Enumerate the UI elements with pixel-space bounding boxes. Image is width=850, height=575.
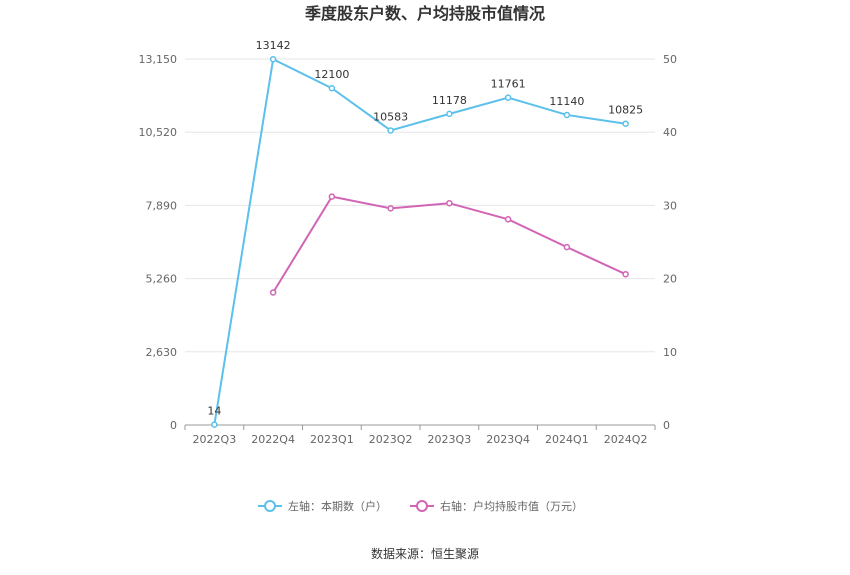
left-tick-label: 13,150 [139, 53, 178, 66]
right-tick-label: 50 [663, 53, 677, 66]
data-label: 10825 [608, 104, 643, 117]
data-point [269, 289, 277, 296]
data-point [622, 270, 629, 278]
right-tick-label: 10 [663, 346, 677, 359]
left-tick-label: 0 [170, 419, 177, 432]
legend-label: 左轴：本期数（户） [288, 499, 387, 513]
data-point [563, 243, 571, 251]
data-label: 11178 [432, 94, 467, 107]
data-point [387, 127, 394, 134]
data-label: 10583 [373, 110, 408, 123]
data-point [269, 55, 277, 63]
data-point [446, 199, 453, 207]
source-note: 数据来源：恒生聚源 [371, 546, 479, 561]
chart-title: 季度股东户数、户均持股市值情况 [304, 4, 545, 23]
data-point [328, 84, 336, 92]
right-tick-label: 40 [663, 126, 677, 139]
legend-label: 右轴：户均持股市值（万元） [440, 499, 583, 513]
x-tick-label: 2024Q1 [545, 433, 589, 446]
data-label: 12100 [314, 68, 349, 81]
left-tick-label: 5,260 [146, 273, 178, 286]
series-layer [211, 55, 629, 428]
data-point [563, 111, 571, 119]
x-tick-label: 2022Q3 [193, 433, 237, 446]
legend-marker [264, 500, 276, 512]
x-tick-label: 2022Q4 [251, 433, 295, 446]
data-point [504, 94, 512, 101]
left-tick-label: 2,630 [146, 346, 178, 359]
left-tick-label: 10,520 [139, 126, 178, 139]
right-tick-label: 30 [663, 199, 677, 212]
x-tick-label: 2023Q3 [428, 433, 472, 446]
data-point [446, 110, 453, 118]
data-label: 11761 [491, 78, 526, 91]
data-labels: 14 13142 12100 10583 11178 11761 11140 10825 [207, 39, 643, 417]
data-point [387, 205, 394, 212]
data-label: 13142 [256, 39, 291, 52]
data-point [211, 421, 218, 428]
x-tick-label: 2023Q2 [369, 433, 413, 446]
right-tick-label: 20 [663, 273, 677, 286]
x-tick-label: 2023Q4 [486, 433, 530, 446]
right-tick-label: 0 [663, 419, 670, 432]
data-label: 11140 [549, 95, 584, 108]
left-tick-label: 7,890 [146, 199, 178, 212]
data-point [328, 193, 336, 200]
data-point [622, 120, 629, 127]
x-tick-label: 2024Q2 [604, 433, 648, 446]
data-point [504, 216, 512, 223]
x-tick-label: 2023Q1 [310, 433, 354, 446]
data-label: 14 [207, 405, 221, 418]
legend: 左轴：本期数（户） 右轴：户均持股市值（万元） [258, 499, 583, 513]
series-line-1 [213, 57, 626, 425]
legend-marker [416, 500, 428, 512]
axes: 0 2,630 5,260 7,890 10,520 13,150 0 10 20 30 40 50 2… [139, 53, 678, 446]
